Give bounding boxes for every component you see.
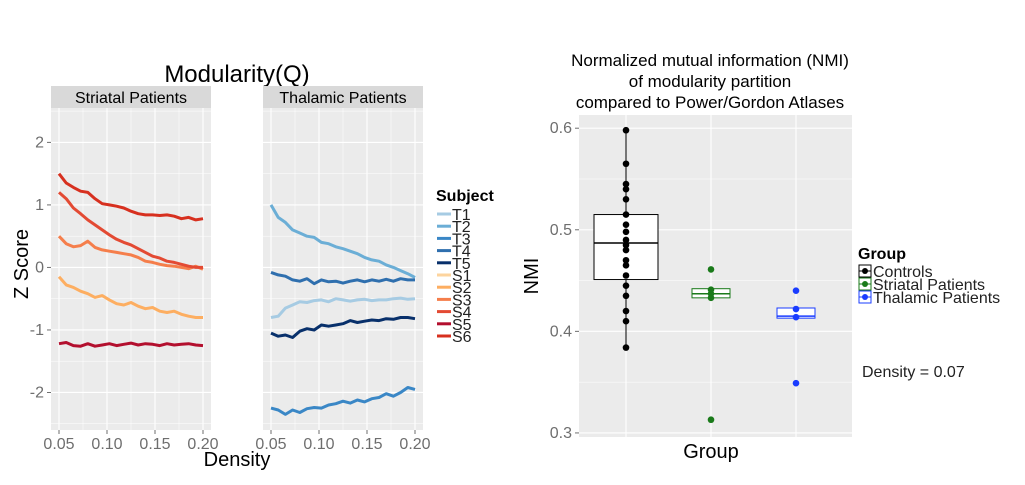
right-title-line-2: of modularity partition [629,72,792,91]
data-point [622,307,630,315]
data-point [622,241,630,249]
legend-label-S3: S3 [452,292,472,309]
data-point [707,294,715,302]
x-tick-label: 0.20 [399,436,430,453]
legend-label-group: Thalamic Patients [873,290,1000,307]
x-tick-label: 0.20 [187,436,218,453]
data-point [622,256,630,264]
series-line-S5 [58,341,204,348]
legend-label-S2: S2 [452,280,472,297]
data-point [792,287,800,295]
series-line-T1 [270,296,416,319]
data-point [792,305,800,313]
legend-label-T1: T1 [452,207,471,224]
strip-thalamic [263,86,423,108]
y-tick-label: 0.5 [550,222,572,239]
data-point [622,262,630,269]
data-point [622,282,630,289]
series-line-T2 [269,204,416,279]
data-point [622,221,630,229]
data-point [622,317,630,325]
right-y-axis-title: NMI [521,258,543,295]
series-line-T5 [270,316,416,339]
x-tick-label: 0.05 [255,436,286,453]
y-tick-label: 0.4 [550,323,572,340]
left-series-lines [57,172,416,416]
series-line-T3 [270,386,416,416]
strip-label-thalamic: Thalamic Patients [279,90,406,107]
legend-label-S4: S4 [452,305,472,322]
data-point [622,272,630,279]
legend-label-T3: T3 [452,231,471,248]
left-legend-title: Subject [436,188,494,205]
data-point [622,180,630,188]
series-line-T4 [270,270,415,286]
legend-label-S6: S6 [452,329,472,346]
data-point [792,379,800,387]
left-x-axis-title: Density [204,449,271,471]
data-point [622,126,630,134]
right-boxplots [593,126,816,424]
legend-key-point [862,268,868,274]
y-tick-label: 0.3 [550,425,572,442]
series-line-S4 [58,191,203,269]
data-point [622,236,630,244]
legend-label-group: Striatal Patients [873,277,985,294]
data-point [622,196,630,203]
legend-label-T4: T4 [452,244,471,261]
left-y-axis-title: Z Score [11,229,33,299]
series-line-S6 [57,172,204,222]
y-tick-label: -2 [30,384,44,401]
legend-label-group: Controls [873,264,933,281]
left-axis-ticks: 0.05 0.10 0.15 0.20 0.05 0.10 0.15 0.20 -2 -1 0 1 2 [30,134,431,453]
right-legend-title: Group [858,246,906,263]
density-note: Density = 0.07 [862,364,965,381]
legend-label-S5: S5 [452,317,472,334]
x-tick-label: 0.10 [91,436,122,453]
legend-label-S1: S1 [452,268,472,285]
legend-label-T5: T5 [452,256,471,273]
y-tick-label: -1 [30,322,44,339]
legend-key-point [862,281,868,287]
series-line-S3 [57,235,204,271]
right-x-axis-title: Group [683,441,739,463]
data-point [622,211,630,218]
x-tick-label: 0.15 [351,436,382,453]
left-chart-title: Modularity(Q) [164,61,309,88]
y-tick-label: 2 [35,134,44,151]
legend-label-T2: T2 [452,219,471,236]
data-point [622,185,630,193]
data-point [622,344,630,351]
legend-key-point [862,294,868,300]
data-point [622,160,630,168]
data-point [707,266,715,273]
strip-label-striatal: Striatal Patients [75,90,187,107]
left-gridlines [51,108,423,430]
strip-striatal [51,86,211,108]
data-point [792,313,800,321]
right-axis-ticks: 0.3 0.4 0.5 0.6 [550,120,579,442]
data-point [707,416,715,424]
right-title-line-1: Normalized mutual information (NMI) [571,51,849,70]
data-point [622,246,630,254]
y-tick-label: 1 [35,197,44,214]
x-tick-label: 0.05 [43,436,74,453]
x-tick-label: 0.10 [303,436,334,453]
data-point [622,292,630,300]
data-point [622,228,630,236]
x-tick-label: 0.15 [139,436,170,453]
y-tick-label: 0 [35,259,44,276]
right-title-line-3: compared to Power/Gordon Atlases [576,93,844,112]
series-line-S2 [57,275,203,319]
y-tick-label: 0.6 [550,120,572,137]
